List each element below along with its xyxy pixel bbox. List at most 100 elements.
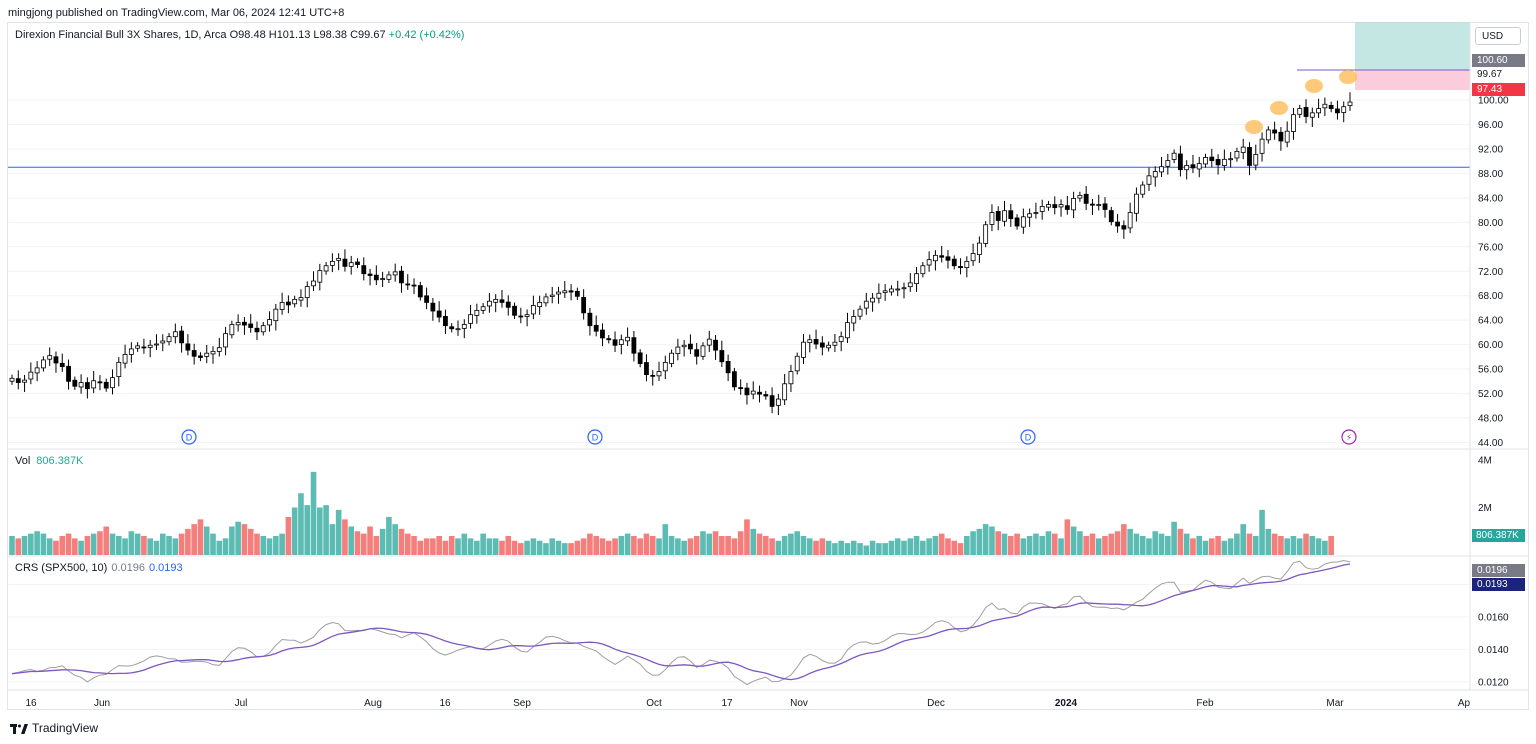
volume-bar [706, 533, 713, 555]
candle-body [1347, 101, 1353, 107]
volume-bar [1033, 533, 1039, 555]
candle-body [198, 355, 203, 358]
volume-bar [335, 509, 342, 555]
candle-body [1014, 217, 1020, 227]
volume-title: Vol [15, 455, 31, 467]
volume-axis: 4M 2M [1478, 456, 1492, 515]
volume-bar [605, 540, 612, 555]
volume-bar [926, 538, 932, 555]
candle-body [103, 381, 109, 389]
crs-legend[interactable]: CRS (SPX500, 10) 0.0196 0.0193 [15, 562, 183, 574]
volume-bar [888, 540, 895, 555]
candle-body [562, 290, 568, 294]
volume-legend[interactable]: Vol 806.387K [15, 455, 83, 467]
volume-bar [932, 536, 939, 555]
volume-bar [442, 540, 449, 555]
candle-body [807, 339, 813, 343]
volume-bar [474, 540, 480, 555]
price-tick-label: 96.00 [1478, 120, 1503, 131]
candle-body [53, 356, 59, 364]
published-info: mingjong published on TradingView.com, M… [8, 7, 345, 19]
candle-body [581, 297, 587, 314]
volume-bar [1045, 531, 1052, 555]
candle-body [279, 302, 285, 310]
volume-bar [65, 533, 72, 555]
volume-bar [40, 533, 47, 555]
volume-bar [436, 536, 442, 555]
volume-bar [1171, 521, 1177, 555]
candle-body [995, 211, 1001, 221]
candle-body [449, 326, 455, 330]
candle-body [91, 380, 97, 389]
volume-bar [649, 536, 656, 555]
candle-body [625, 336, 631, 342]
candle-body [1265, 129, 1271, 141]
candle-body [769, 395, 775, 407]
volume-bar [1271, 533, 1278, 555]
crs-title: CRS (SPX500, 10) [15, 562, 108, 574]
candle-body [28, 371, 34, 380]
candle-body [750, 390, 756, 395]
volume-bar [1121, 524, 1127, 555]
volume-bar [662, 524, 669, 555]
volume-bar [989, 526, 995, 555]
candle-body [499, 299, 505, 303]
candle-body [480, 306, 486, 311]
volume-bar [379, 528, 386, 555]
volume-bar [518, 543, 524, 555]
volume-bar [700, 531, 706, 555]
candle-body [1002, 210, 1007, 222]
candle-body [914, 273, 919, 285]
currency-button[interactable]: USD [1475, 27, 1521, 45]
candle-body [235, 322, 241, 326]
candle-body [512, 305, 517, 316]
volume-bar [59, 536, 66, 555]
volume-bar [1177, 528, 1184, 555]
candle-body [706, 338, 712, 346]
volume-bar [1202, 540, 1209, 555]
candle-body [191, 350, 197, 357]
candle-body [524, 314, 530, 317]
candle-body [744, 387, 750, 396]
candle-body [487, 300, 492, 307]
volume-bar [1114, 531, 1121, 555]
volume-bar [1183, 533, 1190, 555]
event-label: D [592, 433, 599, 443]
volume-bar [260, 536, 267, 555]
footer-brand[interactable]: TradingView [10, 721, 98, 735]
price-tick-label: 80.00 [1478, 218, 1503, 229]
crs-value-2: 0.0193 [148, 562, 183, 574]
volume-bar [1095, 538, 1102, 555]
target-zone [1355, 22, 1470, 70]
candle-body [355, 261, 360, 265]
candle-body [694, 349, 700, 357]
candle-body [443, 315, 448, 327]
candle-body [675, 346, 681, 354]
time-tick-label: Sep [513, 698, 531, 709]
dividend-event-icon [181, 429, 197, 445]
ohlc-values: O98.48 H101.13 L98.38 C99.67 [229, 29, 386, 41]
time-axis: 16 Jun Jul Aug 16 Sep Oct 17 Nov Dec 2024 Feb Mar Ap [25, 698, 1470, 709]
candle-body [650, 374, 656, 377]
symbol-title[interactable]: Direxion Financial Bull 3X Shares, 1D, A… [15, 29, 227, 41]
price-tick-label: 88.00 [1478, 169, 1503, 180]
volume-bar [285, 517, 292, 555]
volume-bar [725, 536, 731, 555]
time-tick-label: 2024 [1055, 698, 1078, 709]
volume-bar [1165, 536, 1171, 555]
volume-bar [920, 540, 926, 555]
volume-bar [323, 505, 329, 555]
volume-bar [1296, 538, 1303, 555]
volume-bar [203, 526, 210, 555]
time-tick-label: 16 [439, 698, 451, 709]
candle-body [1090, 203, 1095, 206]
candle-body [59, 362, 65, 368]
volume-bar [197, 519, 204, 555]
volume-bar [1309, 536, 1316, 555]
candle-body [1064, 205, 1070, 210]
volume-bar [172, 538, 179, 555]
time-tick-label: Aug [364, 698, 382, 709]
highlight-ellipse [1305, 79, 1323, 93]
volume-bar [624, 533, 631, 555]
